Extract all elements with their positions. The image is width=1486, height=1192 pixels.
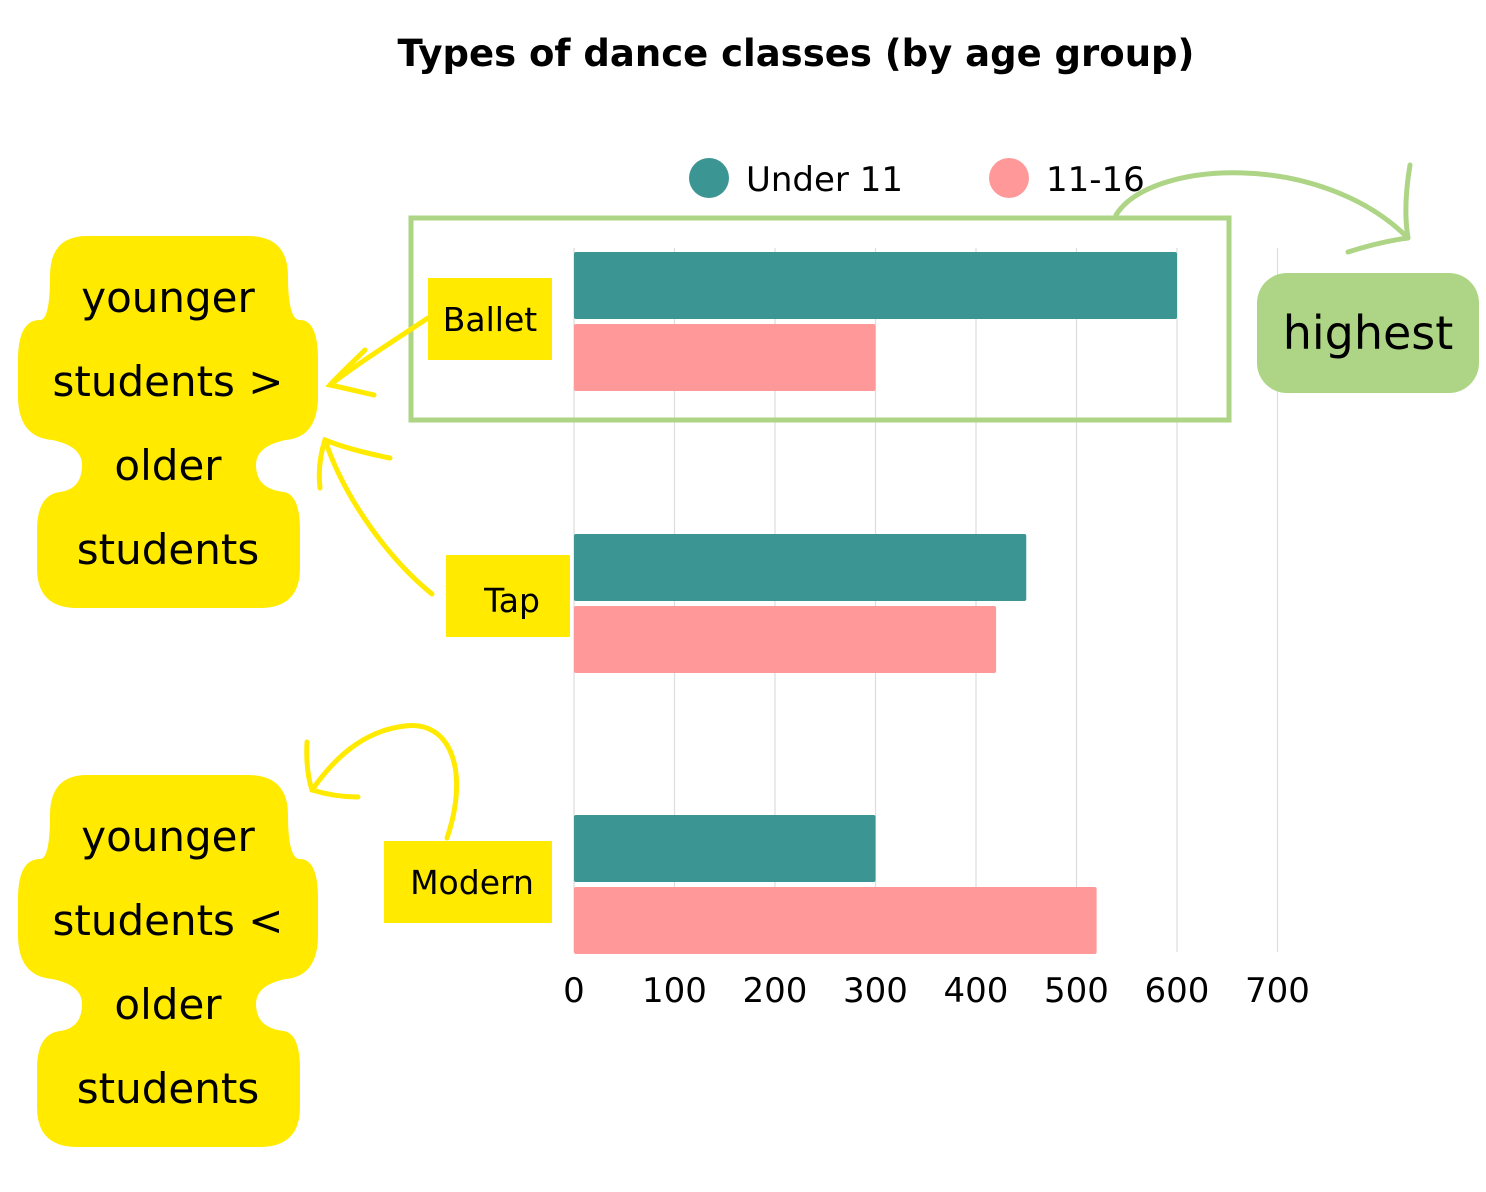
- note-top-line-1: younger: [81, 273, 255, 322]
- bar-ballet-11-16: [574, 324, 876, 391]
- modern-to-note-arrow-head: [304, 739, 361, 800]
- note-top: younger students > older students: [18, 236, 318, 608]
- note-bottom-line-3: older: [114, 980, 222, 1029]
- legend-label-11-16: 11-16: [1046, 160, 1145, 200]
- tap-to-note-arrow: [322, 437, 435, 597]
- bar-tap-11-16: [574, 606, 997, 673]
- x-tick-label-600: 600: [1145, 971, 1210, 1011]
- note-bottom-line-4: students: [77, 1064, 259, 1113]
- note-bottom-shape: [18, 775, 318, 1147]
- category-text-modern: Modern: [410, 863, 534, 902]
- legend: Under 11 11-16: [689, 158, 1145, 200]
- ballet-to-note-arrow-head: [325, 347, 377, 398]
- legend-marker-11-16: [989, 158, 1029, 198]
- category-label-ballet: Ballet: [428, 278, 552, 360]
- bar-tap-under-11: [574, 534, 1027, 601]
- bar-modern-11-16: [574, 887, 1097, 954]
- x-axis-ticks: 0 100 200 300 400 500 600 700: [563, 971, 1310, 1011]
- x-tick-label-300: 300: [843, 971, 908, 1011]
- note-top-line-3: older: [114, 441, 222, 490]
- category-label-tap: Tap: [446, 555, 570, 637]
- ballet-highlight-box: [408, 215, 1232, 423]
- category-text-tap: Tap: [483, 581, 540, 620]
- bars: [574, 252, 1177, 954]
- x-tick-label-400: 400: [944, 971, 1009, 1011]
- note-top-line-4: students: [77, 525, 259, 574]
- highest-callout-text: highest: [1283, 306, 1454, 360]
- legend-marker-under-11: [689, 158, 729, 198]
- note-top-shape: [18, 236, 318, 608]
- x-tick-label-100: 100: [642, 971, 707, 1011]
- note-bottom-line-1: younger: [81, 812, 255, 861]
- note-top-line-2: students >: [53, 357, 284, 406]
- modern-to-note-arrow: [309, 723, 460, 841]
- bar-ballet-under-11: [574, 252, 1177, 319]
- bar-modern-under-11: [574, 815, 876, 882]
- x-tick-label-500: 500: [1044, 971, 1109, 1011]
- category-label-modern: Modern: [384, 841, 552, 923]
- x-tick-label-0: 0: [563, 971, 585, 1011]
- highest-callout: highest: [1257, 273, 1479, 393]
- note-bottom-line-2: students <: [53, 896, 284, 945]
- highest-arrow-head: [1345, 162, 1413, 255]
- chart-title: Types of dance classes (by age group): [398, 32, 1195, 75]
- note-bottom: younger students < older students: [18, 775, 318, 1147]
- x-tick-label-700: 700: [1245, 971, 1310, 1011]
- x-tick-label-200: 200: [743, 971, 808, 1011]
- category-text-ballet: Ballet: [443, 300, 538, 339]
- highest-arrow: [1113, 170, 1411, 241]
- tap-to-note-arrow-head: [316, 436, 393, 491]
- legend-label-under-11: Under 11: [746, 160, 903, 200]
